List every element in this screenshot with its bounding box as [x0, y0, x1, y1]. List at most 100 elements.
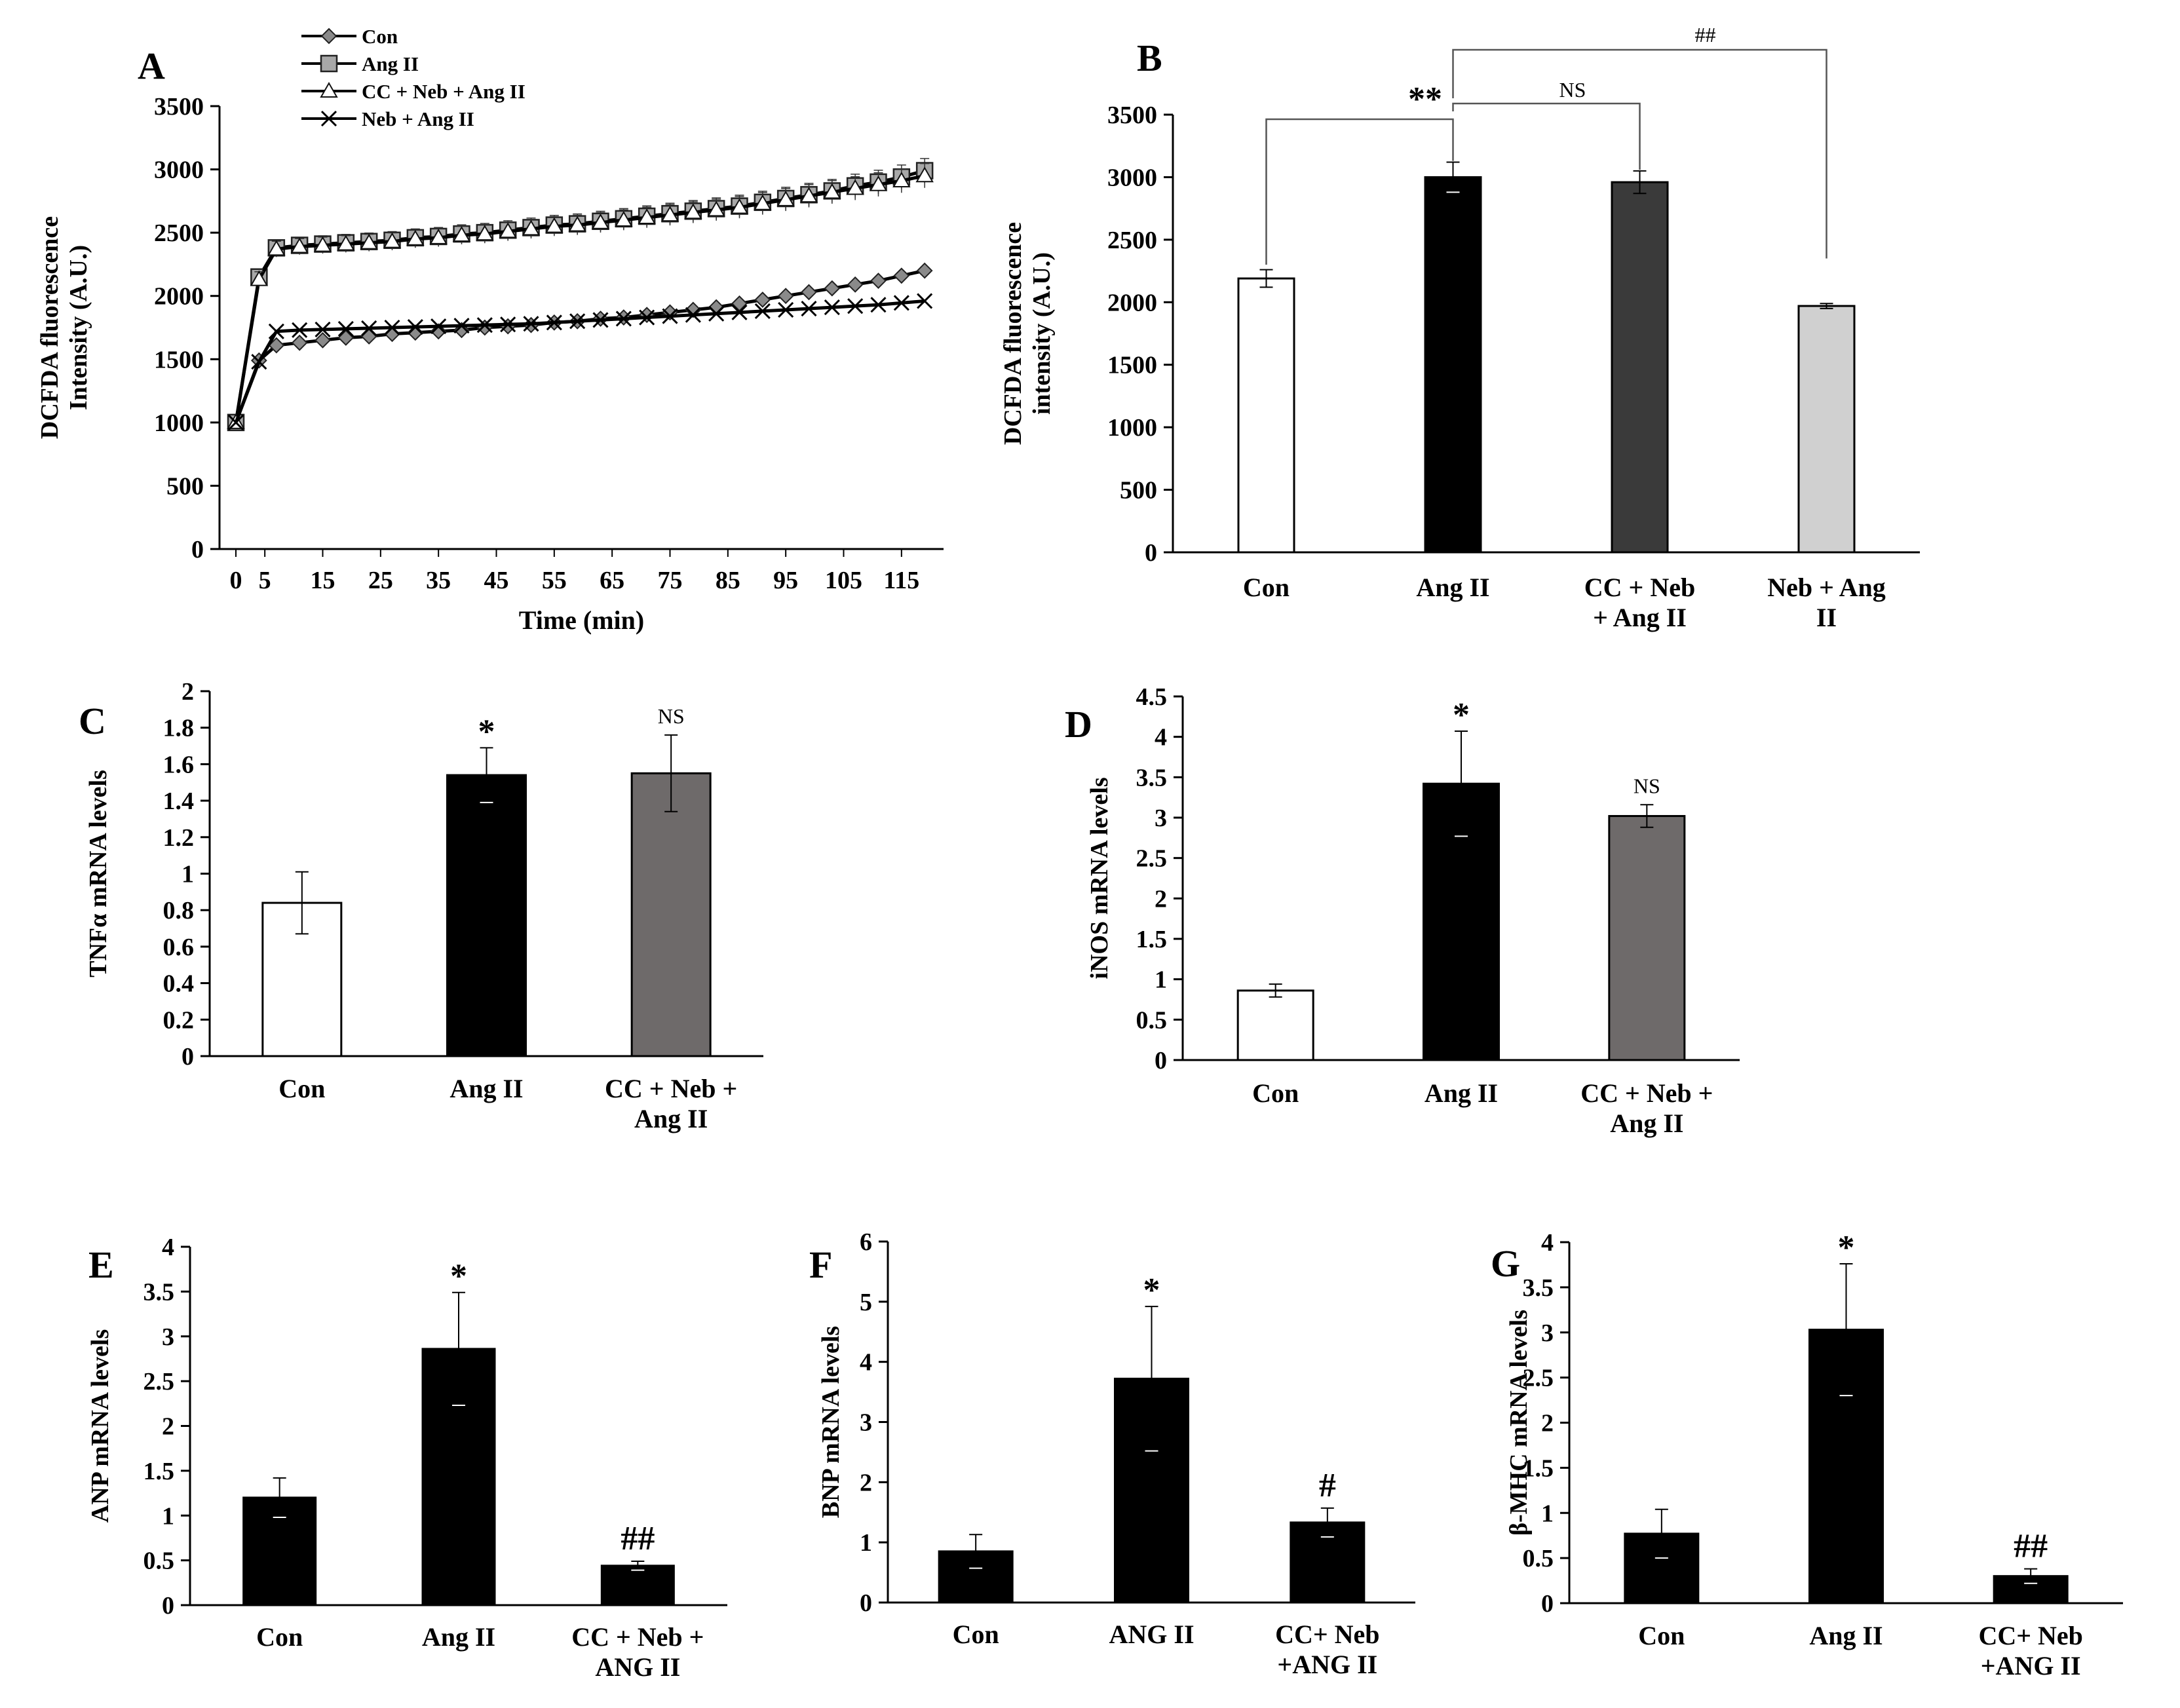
data-point — [407, 318, 423, 335]
x-category-label: ANG II — [595, 1652, 680, 1682]
data-point — [847, 298, 864, 314]
x-tick-label: 45 — [484, 567, 509, 594]
data-point — [360, 328, 377, 345]
legend-item: Neb + Ang II — [362, 107, 474, 130]
significance-label: NS — [658, 704, 685, 728]
y-axis-title-line: TNFα mRNA levels — [85, 770, 112, 977]
y-tick-label: 500 — [1120, 477, 1157, 504]
y-axis-title: BNP mRNA levels — [817, 1326, 845, 1518]
data-point — [684, 203, 702, 219]
y-tick-label: 1500 — [1107, 352, 1157, 379]
data-point — [337, 330, 354, 346]
data-point — [383, 232, 402, 248]
y-axis-title-line: β-MHC mRNA levels — [1505, 1310, 1533, 1536]
y-tick-label: 500 — [166, 472, 204, 500]
bar — [1611, 181, 1669, 554]
significance-label: ** — [1408, 81, 1442, 118]
bracket-angii-neb — [1452, 48, 1827, 259]
data-point — [313, 236, 332, 252]
data-point — [267, 240, 286, 256]
y-axis-title: DCFDA fluorescenceIntensity (A.U.) — [36, 216, 92, 439]
y-tick-label: 3 — [162, 1323, 174, 1351]
panel-a: A DCFDA fluorescenceIntensity (A.U.) 0 500 1… — [36, 25, 944, 635]
data-point — [320, 110, 337, 127]
data-point — [615, 210, 633, 227]
data-point — [500, 316, 516, 333]
legend-item: Ang II — [362, 52, 419, 75]
significance-label: * — [1143, 1272, 1160, 1309]
data-point — [754, 292, 771, 308]
data-point — [406, 229, 425, 246]
y-tick-label: 2 — [162, 1413, 174, 1441]
data-point — [615, 311, 632, 327]
x-category-label: Ang II — [1809, 1621, 1883, 1650]
x-category-label: Ang II — [634, 1104, 708, 1133]
data-point — [499, 318, 516, 335]
panel-label: G — [1491, 1242, 1520, 1285]
data-point — [545, 217, 564, 233]
y-tick-label: 1 — [860, 1529, 872, 1557]
y-tick-label: 1.8 — [163, 715, 195, 742]
y-tick-label: 3.5 — [1136, 764, 1168, 791]
y-axis-title: ANP mRNA levels — [86, 1329, 114, 1523]
x-tick-label: 35 — [426, 567, 451, 594]
x-category-label: Ang II — [1416, 573, 1489, 602]
data-point — [268, 323, 284, 339]
y-axis-title-line: ANP mRNA levels — [86, 1329, 114, 1523]
y-tick-label: 0 — [1155, 1047, 1167, 1074]
data-point — [227, 414, 244, 430]
legend: Con Ang II CC + Neb + Ang II Neb + Ang II — [301, 25, 526, 130]
data-point — [731, 295, 748, 312]
data-point — [893, 295, 909, 311]
x-category-label: Ang II — [422, 1622, 495, 1652]
panel-label: D — [1065, 703, 1092, 746]
y-tick-label: 2.5 — [143, 1368, 175, 1395]
y-tick-label: 4 — [1155, 724, 1167, 751]
y-tick-label: 3500 — [1107, 102, 1157, 129]
series-diamond — [227, 262, 933, 431]
data-point — [730, 198, 749, 214]
y-tick-label: 1 — [162, 1502, 174, 1530]
data-point — [801, 300, 817, 317]
data-point — [869, 175, 888, 191]
data-point — [250, 270, 269, 286]
x-category-label: Ang II — [1425, 1078, 1498, 1108]
y-axis-title-line: intensity (A.U.) — [1028, 252, 1056, 415]
x-category-label: ANG II — [1109, 1620, 1194, 1649]
y-axis-title-line: Intensity (A.U.) — [65, 245, 92, 410]
y-tick-label: 0 — [191, 536, 204, 563]
x-category-label: Con — [256, 1622, 303, 1652]
data-point — [499, 222, 517, 238]
bar — [1608, 815, 1686, 1061]
data-point — [337, 235, 355, 251]
x-category-label: Neb + Ang — [1767, 573, 1886, 602]
data-point — [476, 317, 493, 333]
panel-label: B — [1137, 37, 1162, 79]
series-line — [234, 169, 925, 423]
y-tick-label: 0.2 — [163, 1006, 195, 1034]
x-tick-label: 5 — [259, 567, 271, 594]
data-point — [799, 187, 818, 203]
y-axis-title: DCFDA fluorescenceintensity (A.U.) — [999, 222, 1056, 445]
data-point — [476, 225, 494, 241]
significance-label: # — [1319, 1467, 1336, 1504]
data-point — [407, 324, 424, 341]
y-tick-label: 1.2 — [163, 824, 195, 852]
data-point — [801, 284, 817, 301]
data-point — [320, 28, 337, 45]
bar — [1236, 989, 1314, 1061]
significance-label: ## — [1695, 23, 1716, 47]
y-axis-title-line: iNOS mRNA levels — [1086, 777, 1113, 979]
data-point — [685, 307, 701, 323]
data-point — [320, 81, 338, 98]
y-tick-label: 3000 — [1107, 164, 1157, 191]
y-axis-title: TNFα mRNA levels — [85, 770, 112, 977]
y-tick-label: 3.5 — [1523, 1274, 1554, 1302]
data-point — [707, 200, 725, 217]
y-tick-label: 6 — [860, 1228, 872, 1256]
x-category-label: Con — [1638, 1621, 1685, 1650]
y-tick-label: 0.4 — [163, 970, 195, 998]
legend-item: CC + Neb + Ang II — [362, 80, 526, 103]
y-axis-title-line: BNP mRNA levels — [817, 1326, 845, 1518]
